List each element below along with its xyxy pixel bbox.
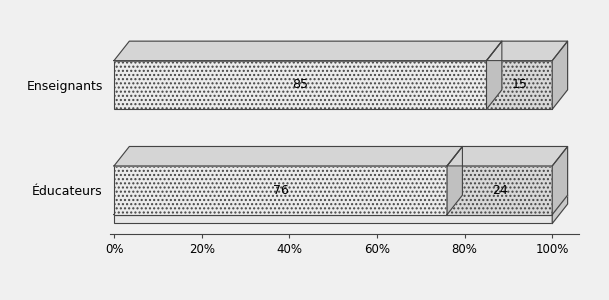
Text: 85: 85 xyxy=(292,78,308,92)
Polygon shape xyxy=(114,41,502,61)
Bar xyxy=(114,166,447,214)
Text: 76: 76 xyxy=(273,184,289,197)
Polygon shape xyxy=(447,146,568,166)
Bar xyxy=(447,166,552,214)
Polygon shape xyxy=(552,146,568,214)
Text: 24: 24 xyxy=(492,184,507,197)
Polygon shape xyxy=(552,41,568,109)
Polygon shape xyxy=(487,41,502,109)
Polygon shape xyxy=(114,195,568,214)
Polygon shape xyxy=(447,146,462,214)
Polygon shape xyxy=(552,195,568,224)
Polygon shape xyxy=(487,41,568,61)
Bar xyxy=(114,61,487,109)
Bar xyxy=(487,61,552,109)
Text: 15: 15 xyxy=(512,78,527,92)
Bar xyxy=(114,214,552,224)
Polygon shape xyxy=(114,146,462,166)
